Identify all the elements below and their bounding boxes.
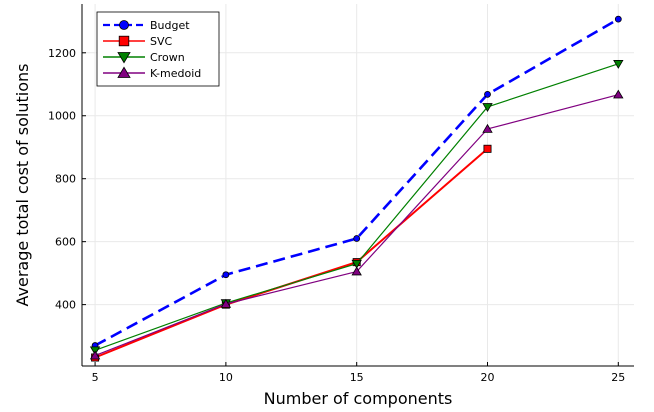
series (89, 15, 624, 362)
legend-marker (118, 35, 130, 47)
x-ticks: 5 10 15 20 25 (92, 362, 625, 384)
x-tick-label: 10 (219, 371, 233, 384)
legend-marker (117, 52, 131, 64)
data-point (482, 123, 493, 133)
legend-marker (119, 20, 129, 30)
data-point (351, 259, 362, 269)
series-svc (91, 144, 492, 362)
x-tick-label: 20 (480, 371, 494, 384)
y-axis-label: Average total cost of solutions (13, 64, 32, 307)
legend-item: SVC (103, 35, 173, 48)
legend-label: SVC (150, 35, 173, 48)
legend-label: K-medoid (150, 67, 201, 80)
x-axis-label: Number of components (264, 389, 453, 408)
legend-label: Crown (150, 51, 185, 64)
legend-item: Crown (103, 51, 185, 64)
x-tick-label: 25 (611, 371, 625, 384)
legend-marker (117, 66, 131, 78)
y-ticks: 400 600 800 1000 1200 (48, 47, 86, 312)
series-line (94, 17, 619, 347)
y-tick-label: 600 (55, 236, 76, 249)
data-point (351, 266, 362, 276)
data-point (613, 89, 624, 99)
x-tick-label: 5 (92, 371, 99, 384)
data-point (482, 103, 493, 112)
legend-item: K-medoid (103, 66, 201, 80)
legend-label: Budget (150, 19, 190, 32)
legend-item: Budget (103, 19, 190, 32)
data-point (483, 144, 492, 153)
series-budget (91, 15, 622, 349)
data-point (222, 271, 230, 279)
data-point (614, 15, 622, 23)
y-tick-label: 1000 (48, 110, 76, 123)
legend: Budget SVC Crown K-medoid (96, 11, 220, 87)
series-line (94, 148, 489, 359)
data-point (484, 90, 491, 98)
x-tick-label: 15 (350, 371, 364, 384)
series-k-medoid (89, 89, 624, 360)
y-tick-label: 800 (55, 173, 76, 186)
data-point (353, 235, 361, 242)
data-point (220, 298, 232, 308)
grid (82, 4, 634, 366)
data-point (613, 60, 624, 69)
y-tick-label: 1200 (48, 47, 76, 60)
axes (81, 4, 634, 367)
data-point (89, 350, 101, 360)
y-tick-label: 400 (55, 299, 76, 312)
